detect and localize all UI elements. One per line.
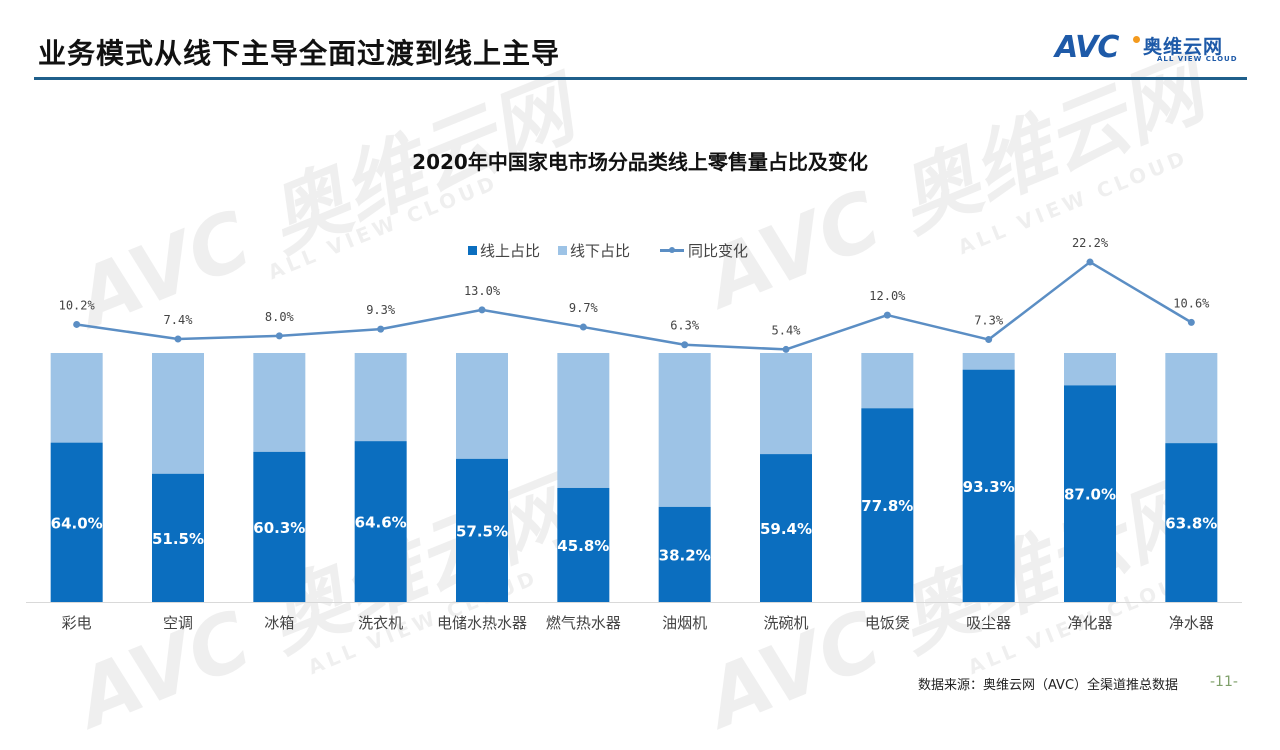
bar-online [1064, 385, 1116, 602]
bar-online [557, 487, 610, 602]
bar-online [1165, 443, 1218, 602]
yoy-label: 6.3% [670, 319, 700, 333]
legend-swatch-offline [558, 246, 568, 255]
bar-offline [1165, 353, 1218, 444]
legend-item-offline: 线下占比 [558, 240, 630, 261]
x-tick-label: 电饭煲 [865, 614, 910, 632]
x-tick-label: 洗碗机 [763, 614, 808, 632]
yoy-point [377, 325, 385, 333]
yoy-point [478, 306, 486, 314]
yoy-label: 5.4% [772, 323, 802, 337]
yoy-label: 13.0% [464, 284, 501, 298]
page-number: -11- [1210, 674, 1238, 690]
bar-online [962, 369, 1015, 602]
logo-dot-icon [1133, 36, 1140, 43]
chart-title: 2020年中国家电市场分品类线上零售量占比及变化 [412, 150, 868, 174]
bar-offline [354, 353, 407, 442]
yoy-label: 12.0% [869, 289, 906, 303]
legend-line-marker-icon [660, 247, 685, 253]
yoy-label: 10.6% [1173, 296, 1210, 310]
bar-offline [1064, 353, 1116, 386]
legend-swatch-online [468, 246, 477, 255]
yoy-label: 8.0% [265, 310, 295, 324]
yoy-point [883, 311, 891, 319]
yoy-point [73, 320, 81, 328]
bar-online-label: 51.5% [152, 530, 204, 548]
yoy-point [275, 332, 283, 340]
bar-offline [152, 353, 204, 474]
bar-online-label: 77.8% [861, 497, 913, 515]
yoy-label: 7.3% [974, 314, 1004, 328]
bar-online-label: 63.8% [1165, 515, 1217, 533]
bar-offline [557, 353, 610, 488]
bar-online-label: 38.2% [659, 546, 711, 564]
yoy-point [579, 323, 587, 331]
bar-online-label: 57.5% [456, 522, 508, 540]
bar-offline [861, 353, 914, 409]
bar-online [152, 473, 204, 602]
x-tick-label: 燃气热水器 [546, 614, 621, 632]
title-divider [34, 77, 1247, 80]
company-logo: AVC 奥维云网 ALL VIEW CLOUD [1055, 30, 1245, 70]
legend-item-yoy: 同比变化 [660, 240, 748, 261]
x-tick-label: 净水器 [1169, 614, 1214, 632]
chart-plot: 64.0% 彩电 51.5% 空调 60.3% 冰箱 64.6% 洗衣机 57.5% 电储水热水器… [26, 236, 1242, 632]
bar-online-label: 59.4% [760, 520, 812, 538]
yoy-label: 22.2% [1072, 236, 1109, 250]
bar-online-label: 93.3% [963, 478, 1015, 496]
bar-online-label: 87.0% [1064, 486, 1116, 504]
yoy-point [1086, 258, 1094, 266]
yoy-point [681, 341, 689, 349]
yoy-point [1187, 318, 1195, 326]
yoy-label: 10.2% [59, 298, 96, 312]
x-tick-label: 洗衣机 [358, 614, 403, 632]
yoy-point [985, 336, 993, 344]
legend-label: 线上占比 [480, 242, 541, 260]
x-tick-label: 彩电 [62, 614, 92, 632]
bar-online-label: 60.3% [253, 519, 305, 537]
bar-offline [658, 353, 711, 507]
bar-online [861, 408, 914, 602]
bar-online-label: 64.6% [355, 514, 407, 532]
chart-legend: 线上占比 线下占比 同比变化 [468, 240, 766, 261]
page-title: 业务模式从线下主导全面过渡到线上主导 [38, 37, 561, 70]
logo-chinese-name: 奥维云网 [1143, 36, 1224, 58]
x-tick-label: 净化器 [1067, 614, 1112, 632]
x-tick-label: 电储水热水器 [437, 614, 527, 632]
logo-english-name: ALL VIEW CLOUD [1157, 55, 1238, 63]
bar-offline [962, 353, 1015, 370]
legend-label: 同比变化 [688, 242, 749, 260]
x-tick-label: 冰箱 [264, 614, 294, 632]
yoy-line [76, 260, 1192, 351]
bar-online [456, 458, 508, 602]
bar-offline [456, 353, 508, 459]
bar-offline [253, 353, 306, 452]
bar-online-label: 45.8% [557, 537, 609, 555]
yoy-label: 9.3% [366, 303, 396, 317]
bar-online-label: 64.0% [51, 514, 103, 532]
yoy-point [174, 335, 182, 343]
bar-online [354, 441, 407, 602]
yoy-label: 7.4% [164, 313, 194, 327]
bar-online [253, 451, 306, 602]
x-tick-label: 吸尘器 [966, 614, 1011, 632]
logo-mark: AVC [1055, 30, 1119, 65]
yoy-label: 9.7% [569, 301, 599, 315]
bar-offline [50, 353, 103, 443]
bar-online [50, 442, 103, 602]
data-source-note: 数据来源：奥维云网（AVC）全渠道推总数据 [918, 678, 1179, 693]
bar-online [658, 506, 711, 602]
x-tick-label: 油烟机 [662, 614, 707, 632]
legend-item-online: 线上占比 [468, 240, 540, 261]
bar-online [760, 454, 812, 602]
x-tick-label: 空调 [163, 614, 193, 632]
yoy-point [782, 345, 790, 353]
legend-label: 线下占比 [570, 242, 631, 260]
bar-offline [760, 353, 812, 455]
